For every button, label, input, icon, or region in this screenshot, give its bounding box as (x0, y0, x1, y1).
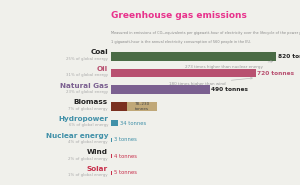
Text: 7% of global energy: 7% of global energy (68, 107, 108, 111)
Bar (111, 52, 276, 61)
Text: 3 tonnes: 3 tonnes (114, 137, 137, 142)
Text: 34 tonnes: 34 tonnes (120, 120, 146, 126)
Bar (111, 154, 112, 158)
Text: 4% of global energy: 4% of global energy (68, 140, 108, 144)
Bar (127, 102, 157, 111)
Bar (111, 120, 118, 126)
Text: 5 tonnes: 5 tonnes (114, 170, 137, 176)
Text: Measured in emissions of CO₂-equivalents per gigawatt-hour of electricity over t: Measured in emissions of CO₂-equivalents… (111, 31, 300, 35)
Text: Coal: Coal (90, 49, 108, 55)
Text: 490 tonnes: 490 tonnes (211, 87, 248, 92)
Text: Biomass: Biomass (74, 99, 108, 105)
Text: Wind: Wind (87, 149, 108, 155)
Text: 1 gigawatt-hour is the annual electricity consumption of 560 people in the EU.: 1 gigawatt-hour is the annual electricit… (111, 40, 251, 44)
Text: 78–230
tonnes: 78–230 tonnes (134, 102, 150, 111)
Text: 273 times higher than nuclear energy: 273 times higher than nuclear energy (185, 61, 272, 69)
Text: 2% of global energy: 2% of global energy (68, 157, 108, 161)
Bar (111, 102, 127, 111)
Text: 31% of global energy: 31% of global energy (66, 73, 108, 77)
Text: 180 times higher than wind: 180 times higher than wind (169, 78, 252, 86)
Text: Greenhouse gas emissions: Greenhouse gas emissions (111, 11, 247, 20)
Bar (111, 171, 112, 175)
Text: 720 tonnes: 720 tonnes (257, 70, 295, 76)
Text: Nuclear energy: Nuclear energy (46, 133, 108, 139)
Text: Solar: Solar (87, 166, 108, 172)
Text: Hydropower: Hydropower (58, 116, 108, 122)
Text: 4 tonnes: 4 tonnes (114, 154, 137, 159)
Bar (111, 69, 256, 77)
Text: Oil: Oil (97, 66, 108, 72)
Text: 25% of global energy: 25% of global energy (66, 57, 108, 61)
Text: 6% of global energy: 6% of global energy (69, 123, 108, 127)
Text: 1% of global energy: 1% of global energy (68, 173, 108, 177)
Text: 23% of global energy: 23% of global energy (66, 90, 108, 94)
Text: Natural Gas: Natural Gas (60, 83, 108, 89)
Text: 820 tonnes: 820 tonnes (278, 54, 300, 59)
Bar (111, 85, 210, 94)
Bar (111, 138, 112, 142)
